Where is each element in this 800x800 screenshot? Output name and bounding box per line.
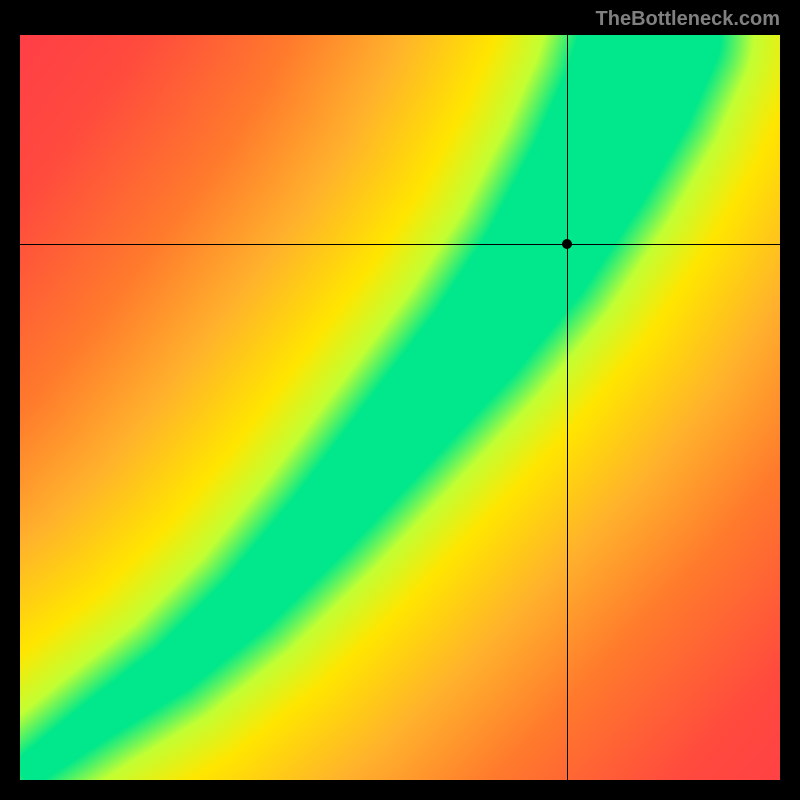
bottleneck-heatmap (20, 35, 780, 780)
crosshair-horizontal (20, 244, 780, 245)
marker-dot (562, 239, 572, 249)
crosshair-vertical (567, 35, 568, 780)
heatmap-canvas (20, 35, 780, 780)
watermark-text: TheBottleneck.com (596, 8, 780, 31)
